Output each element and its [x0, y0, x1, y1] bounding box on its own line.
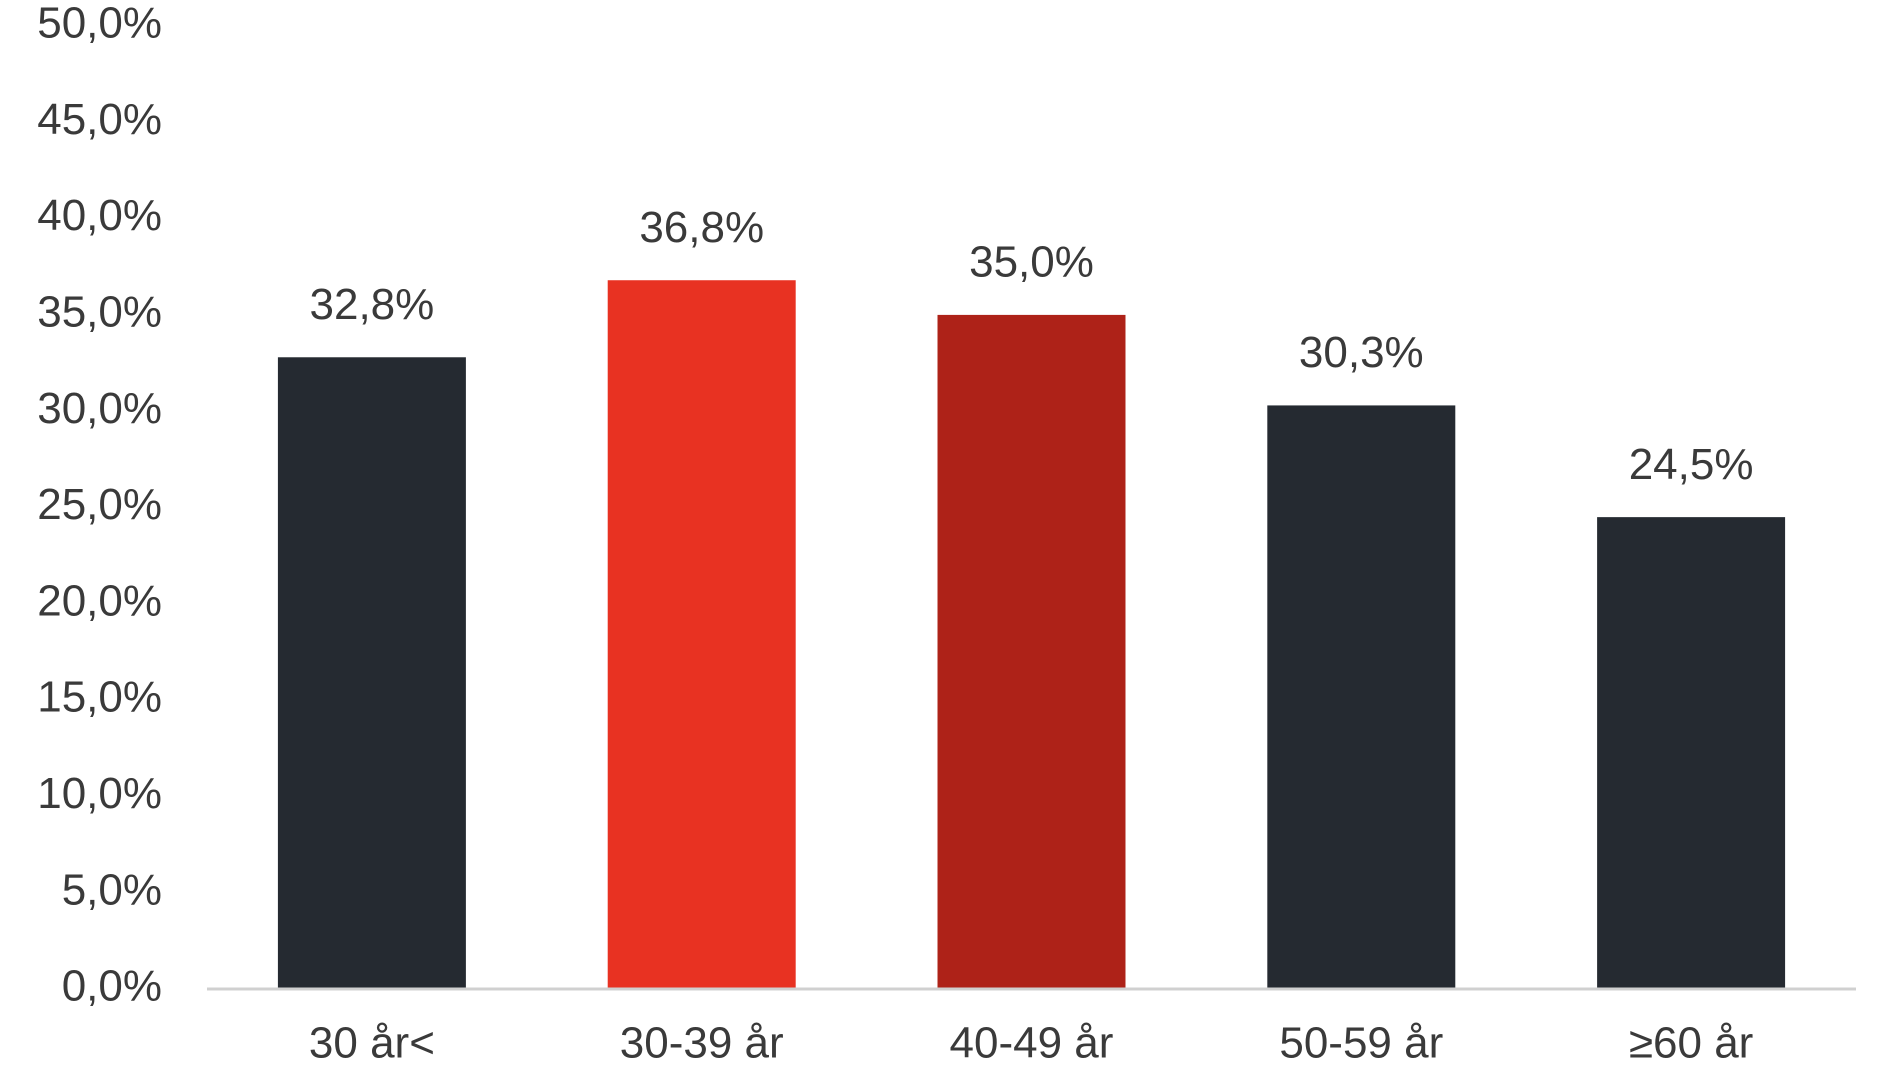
value-label: 35,0%	[969, 238, 1094, 287]
y-tick-label: 10,0%	[37, 769, 162, 818]
y-tick-label: 15,0%	[37, 673, 162, 722]
y-tick-label: 20,0%	[37, 576, 162, 625]
x-tick-label: 40-49 år	[950, 1019, 1114, 1068]
bar	[1597, 517, 1786, 989]
value-label: 30,3%	[1299, 328, 1424, 377]
y-tick-label: 35,0%	[37, 288, 162, 337]
value-label: 24,5%	[1629, 440, 1754, 489]
bar	[1267, 405, 1456, 989]
bar	[937, 314, 1126, 989]
y-tick-label: 5,0%	[62, 865, 162, 914]
y-tick-label: 25,0%	[37, 480, 162, 529]
value-label: 32,8%	[310, 280, 435, 329]
y-tick-label: 40,0%	[37, 191, 162, 240]
x-tick-label: 50-59 år	[1279, 1019, 1443, 1068]
value-label: 36,8%	[639, 203, 764, 252]
y-tick-label: 0,0%	[62, 962, 162, 1011]
x-tick-label: 30-39 år	[620, 1019, 784, 1068]
bar	[607, 280, 796, 989]
x-tick-label: 30 år<	[309, 1019, 435, 1068]
y-tick-label: 30,0%	[37, 384, 162, 433]
y-tick-label: 50,0%	[37, 0, 162, 48]
x-tick-label: ≥60 år	[1629, 1019, 1753, 1068]
y-tick-label: 45,0%	[37, 95, 162, 144]
bar	[277, 357, 466, 990]
